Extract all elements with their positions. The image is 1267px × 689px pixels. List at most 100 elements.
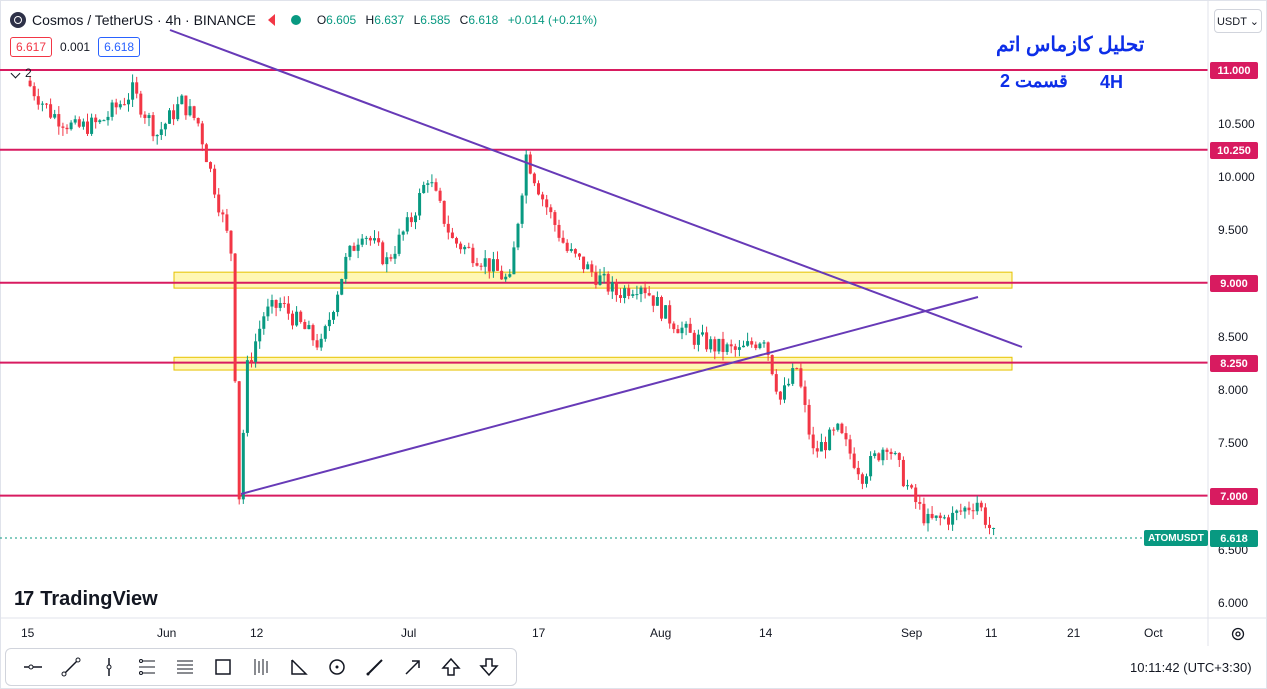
candle-body: [422, 184, 426, 194]
horizontal-ray-icon[interactable]: [14, 652, 52, 682]
arrow-up-icon[interactable]: [432, 652, 470, 682]
candle-body: [381, 242, 385, 265]
candle-body: [45, 103, 48, 105]
trend-lines[interactable]: [169, 29, 1023, 495]
highlight-zone[interactable]: [173, 356, 1013, 371]
support-resistance-zones[interactable]: [173, 271, 1013, 371]
candle-body: [295, 311, 299, 326]
candle-body: [897, 452, 901, 460]
currency-select[interactable]: USDT ⌄: [1214, 9, 1262, 33]
candle-body: [364, 237, 368, 239]
candle-body: [860, 474, 864, 484]
arrow-down-icon[interactable]: [470, 652, 508, 682]
candle-body: [992, 527, 996, 529]
candle-body: [930, 513, 934, 518]
candle-body: [69, 122, 73, 130]
y-tick: 7.500: [1218, 436, 1249, 450]
candle-body: [299, 311, 303, 322]
circle-icon[interactable]: [318, 652, 356, 682]
symbol-title[interactable]: Cosmos / TetherUS · 4h · BINANCE: [32, 12, 256, 28]
parallel-channel-icon[interactable]: [128, 652, 166, 682]
candle-body: [159, 129, 163, 135]
candle-body: [532, 173, 536, 184]
candle-body: [865, 476, 868, 484]
highlight-zone[interactable]: [173, 271, 1013, 289]
candle-body: [237, 381, 241, 500]
candle-body: [90, 117, 94, 134]
flag-icon[interactable]: [267, 14, 275, 26]
candle-body: [901, 459, 905, 487]
sell-button[interactable]: 6.617: [10, 37, 53, 57]
candle-body: [737, 347, 741, 350]
candle-body: [114, 102, 118, 108]
clock-timezone[interactable]: 10:11:42 (UTC+3:30): [1130, 660, 1252, 675]
annotation-part[interactable]: قسمت 2: [1000, 71, 1068, 91]
candle-body: [467, 246, 471, 248]
level-tag-11000[interactable]: 11.000: [1210, 62, 1258, 79]
candle-body: [578, 253, 581, 257]
vertical-line-icon[interactable]: [90, 652, 128, 682]
candle-body: [204, 144, 208, 163]
long-position-icon[interactable]: [242, 652, 280, 682]
candle-body: [922, 503, 926, 524]
level-tag-8250[interactable]: 8.250: [1210, 355, 1258, 372]
candle-body: [516, 223, 520, 248]
candle-body: [828, 429, 832, 451]
ascending-trend-line: [240, 296, 979, 495]
candle-body: [479, 265, 483, 267]
candle-body: [541, 194, 545, 200]
level-tag-10250[interactable]: 10.250: [1210, 142, 1258, 159]
candle-body: [139, 93, 143, 115]
trend-line-icon[interactable]: [52, 652, 90, 682]
candle-body: [291, 313, 294, 326]
candle-body: [557, 224, 561, 238]
candle-body: [610, 282, 614, 292]
candle-body: [332, 312, 335, 320]
candle-body: [758, 343, 762, 349]
fib-retracement-icon[interactable]: [166, 652, 204, 682]
candle-body: [131, 82, 135, 100]
candle-body: [327, 319, 331, 327]
candle-body: [778, 391, 782, 400]
x-tick: 17: [532, 626, 546, 640]
candle-body: [270, 300, 274, 307]
indicators-toggle[interactable]: 2: [10, 66, 32, 80]
candle-body: [959, 510, 963, 512]
candle-body: [918, 502, 922, 504]
candle-body: [873, 453, 877, 456]
buy-button[interactable]: 6.618: [98, 37, 141, 57]
level-tag-7000[interactable]: 7.000: [1210, 488, 1258, 505]
settings-gear-icon[interactable]: [1230, 626, 1246, 642]
brand-name: TradingView: [40, 588, 158, 610]
candle-body: [393, 253, 397, 259]
open-value: 6.605: [326, 13, 357, 27]
candle-body: [803, 386, 807, 405]
candle-body: [86, 121, 89, 134]
rectangle-icon[interactable]: [204, 652, 242, 682]
indicators-count: 2: [25, 66, 32, 80]
candle-body: [811, 434, 815, 449]
candle-body: [102, 120, 106, 122]
candle-body: [221, 212, 225, 215]
candle-body: [975, 502, 979, 512]
triangle-pattern-icon[interactable]: [280, 652, 318, 682]
candle-body: [438, 190, 442, 201]
candle-body: [463, 246, 467, 250]
chart-legend-header[interactable]: Cosmos / TetherUS · 4h · BINANCE O6.605 …: [10, 10, 603, 30]
annotation-timeframe[interactable]: 4H: [1100, 72, 1124, 92]
tradingview-mark-icon: 17: [14, 588, 34, 610]
pencil-icon[interactable]: [356, 652, 394, 682]
candle-body: [61, 126, 65, 128]
candle-body: [807, 404, 811, 435]
tradingview-logo[interactable]: 17 TradingView: [14, 588, 158, 611]
candle-body: [565, 242, 569, 251]
level-tag-9000[interactable]: 9.000: [1210, 275, 1258, 292]
candle-body: [934, 515, 938, 518]
annotation-title[interactable]: تحلیل کازماس اتم: [996, 34, 1145, 56]
candle-body: [553, 212, 557, 225]
symbol-price-tag: ATOMUSDT: [1144, 530, 1208, 546]
candle-body: [709, 339, 713, 350]
arrow-icon[interactable]: [394, 652, 432, 682]
candle-body: [245, 360, 249, 433]
